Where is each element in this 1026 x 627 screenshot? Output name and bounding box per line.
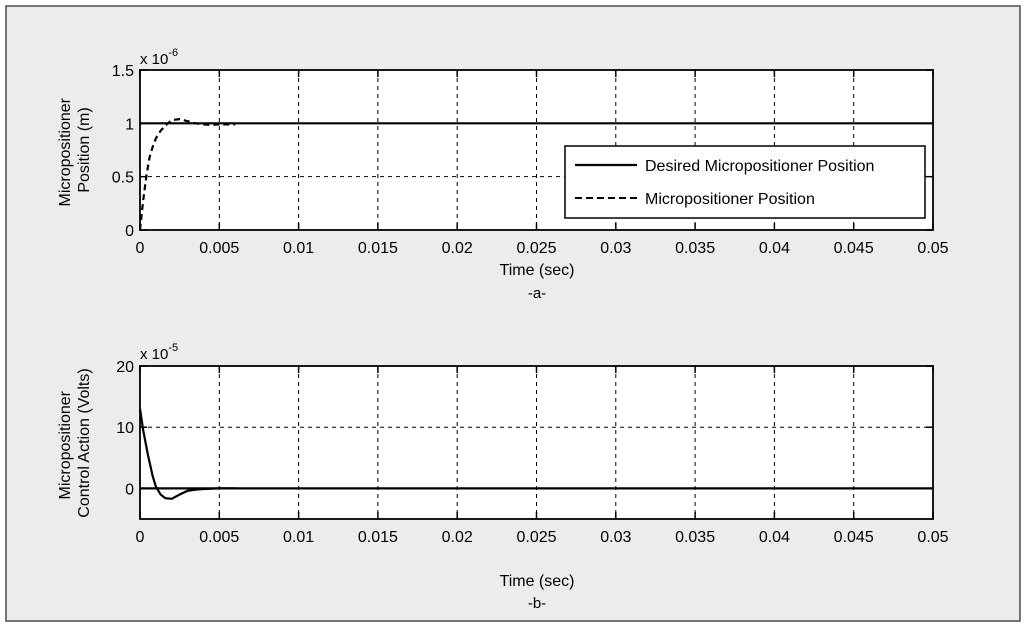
panel-b-x-tick-label: 0	[136, 529, 145, 546]
panel-b-y-tick-label: 20	[116, 359, 134, 376]
panel-b-x-tick-labels: 0 0.005 0.01 0.015 0.02 0.025 0.03 0.035 0.04 0.0…	[136, 529, 949, 546]
panel-a-y-tick-labels: 0 0.5 1 1.5	[112, 63, 134, 240]
panel-b-ylabel: Micropositioner Control Action (Volts)	[57, 368, 93, 517]
panel-a-x-tick-label: 0.05	[917, 240, 948, 257]
legend-label-desired: Desired Micropositioner Position	[645, 158, 874, 175]
panel-b-x-tick-label: 0.025	[516, 529, 556, 546]
panel-a-y-tick-label: 1.5	[112, 63, 134, 80]
panel-a: 0 0.005 0.01 0.015 0.02 0.025 0.03 0.035 0.04 0.0…	[57, 47, 949, 302]
legend: Desired Micropositioner Position Micropo…	[564, 145, 926, 219]
panel-b-x-tick-label: 0.005	[199, 529, 239, 546]
panel-a-x-tick-label: 0.02	[442, 240, 473, 257]
panel-b-x-tick-label: 0.03	[600, 529, 631, 546]
panel-a-series-line-2	[138, 117, 236, 231]
panel-b-x-tick-label: 0.05	[917, 529, 948, 546]
panel-a-caption: -a-	[528, 285, 546, 302]
panel-b-caption: -b-	[528, 595, 546, 612]
panel-a-x-tick-label: 0.01	[283, 240, 314, 257]
panel-a-y-tick-label: 1	[125, 116, 134, 133]
panel-b-y-tick-label: 0	[125, 481, 134, 498]
panel-a-y-tick-label: 0	[125, 223, 134, 240]
panel-b: 0 0.005 0.01 0.015 0.02 0.025 0.03 0.035 0.04 0.0…	[57, 342, 949, 612]
panel-a-x-tick-label: 0.045	[834, 240, 874, 257]
legend-label-actual: Micropositioner Position	[645, 191, 815, 208]
panel-b-x-tick-label: 0.045	[834, 529, 874, 546]
panel-b-series-line-2	[138, 408, 236, 500]
panel-b-y-tick-label: 10	[116, 420, 134, 437]
panel-b-xlabel: Time (sec)	[500, 573, 575, 590]
panel-a-x-tick-label: 0.025	[516, 240, 556, 257]
panel-a-x-tick-label: 0.035	[675, 240, 715, 257]
panel-b-lines	[138, 408, 933, 500]
panel-a-x-tick-label: 0.03	[600, 240, 631, 257]
panel-a-ylabel: Micropositioner Position (m)	[57, 94, 93, 207]
panel-a-y-exponent: x 10-6	[140, 47, 178, 68]
panel-a-y-tick-label: 0.5	[112, 170, 134, 187]
panel-b-x-tick-label: 0.02	[442, 529, 473, 546]
panel-a-x-tick-labels: 0 0.005 0.01 0.015 0.02 0.025 0.03 0.035 0.04 0.0…	[136, 240, 949, 257]
panel-a-x-tick-label: 0.005	[199, 240, 239, 257]
panel-b-y-tick-labels: 0 10 20	[116, 359, 134, 498]
panel-a-x-tick-label: 0.04	[759, 240, 790, 257]
panel-a-ticks	[139, 69, 934, 231]
panel-a-x-tick-label: 0.015	[358, 240, 398, 257]
panel-b-y-exponent: x 10-5	[140, 342, 178, 363]
panel-b-x-tick-label: 0.015	[358, 529, 398, 546]
panel-b-x-tick-label: 0.01	[283, 529, 314, 546]
panel-b-grid	[140, 366, 933, 519]
panel-b-x-tick-label: 0.035	[675, 529, 715, 546]
panel-a-lines	[138, 117, 933, 231]
panel-b-ticks	[139, 365, 934, 519]
legend-box	[564, 145, 926, 219]
panel-a-xlabel: Time (sec)	[500, 262, 575, 279]
panel-a-x-tick-label: 0	[136, 240, 145, 257]
panel-b-x-tick-label: 0.04	[759, 529, 790, 546]
